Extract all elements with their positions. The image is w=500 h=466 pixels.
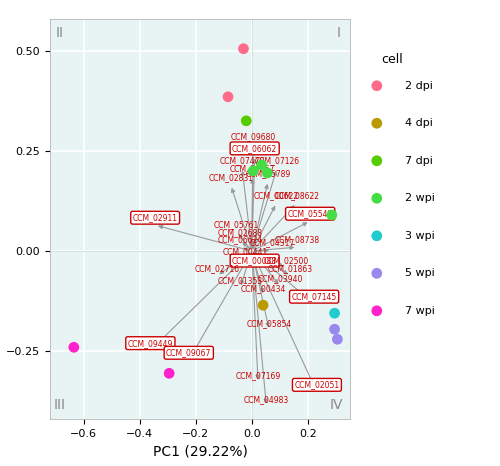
Text: CCM_09449: CCM_09449 [128,339,173,348]
Text: CCM_02911: CCM_02911 [132,213,178,222]
Text: 4 dpi: 4 dpi [405,118,432,128]
Text: CCM_06624: CCM_06624 [218,235,262,244]
Point [242,117,250,124]
Text: CCM_02716: CCM_02716 [194,264,240,273]
Text: CCM_01863: CCM_01863 [268,264,313,273]
Text: CCM_09680: CCM_09680 [230,132,276,141]
Point [224,93,232,101]
Text: 7 wpi: 7 wpi [405,306,434,316]
Text: CCM_07169: CCM_07169 [236,371,281,380]
Text: I: I [337,26,341,40]
Text: CCM_08622: CCM_08622 [274,191,319,200]
Text: 2 dpi: 2 dpi [405,81,432,91]
Text: CCM_06062: CCM_06062 [232,144,278,153]
Point [264,169,272,177]
Point [250,167,258,175]
Point [328,211,336,219]
Text: II: II [56,26,64,40]
Point [259,302,267,309]
Text: IV: IV [329,398,342,412]
Text: 2 wpi: 2 wpi [405,193,434,203]
Text: CCM_06867: CCM_06867 [230,164,275,173]
Text: CCM_02500: CCM_02500 [264,256,308,265]
Text: CCM_02688: CCM_02688 [218,228,262,237]
Text: CCM_00434: CCM_00434 [241,284,286,293]
Text: 5 wpi: 5 wpi [405,268,434,278]
Point [330,326,338,333]
Text: CCM_09067: CCM_09067 [166,348,212,357]
Text: 7 dpi: 7 dpi [405,156,432,166]
Point [334,336,342,343]
X-axis label: PC1 (29.22%): PC1 (29.22%) [152,445,248,459]
Text: CCM_05543: CCM_05543 [288,209,333,218]
Text: CCM_07145: CCM_07145 [292,292,337,301]
Text: CCM_04983: CCM_04983 [244,395,289,404]
Text: CCM_05761: CCM_05761 [214,220,259,229]
Text: CCM_07479: CCM_07479 [220,156,264,165]
Text: CCM_02051: CCM_02051 [294,380,340,390]
Text: CCM_01353: CCM_01353 [218,276,262,285]
Text: cell: cell [381,53,403,66]
Text: CCM_00441: CCM_00441 [223,247,268,256]
Text: III: III [54,398,66,412]
Text: CCM_00088: CCM_00088 [232,256,277,265]
Text: CCM_05789: CCM_05789 [246,169,291,178]
Point [70,343,78,351]
Point [240,45,248,53]
Text: CCM_02831: CCM_02831 [208,173,254,182]
Text: CCM_04317: CCM_04317 [250,239,294,247]
Point [165,370,173,377]
Text: CCM_03940: CCM_03940 [258,274,303,283]
Text: CCM_08738: CCM_08738 [274,235,320,244]
Text: CCM_00622: CCM_00622 [254,191,299,200]
Point [330,309,338,317]
Text: CCM_05854: CCM_05854 [246,319,292,328]
Text: 3 wpi: 3 wpi [405,231,434,241]
Text: CCM_07126: CCM_07126 [254,156,300,165]
Point [258,161,266,169]
